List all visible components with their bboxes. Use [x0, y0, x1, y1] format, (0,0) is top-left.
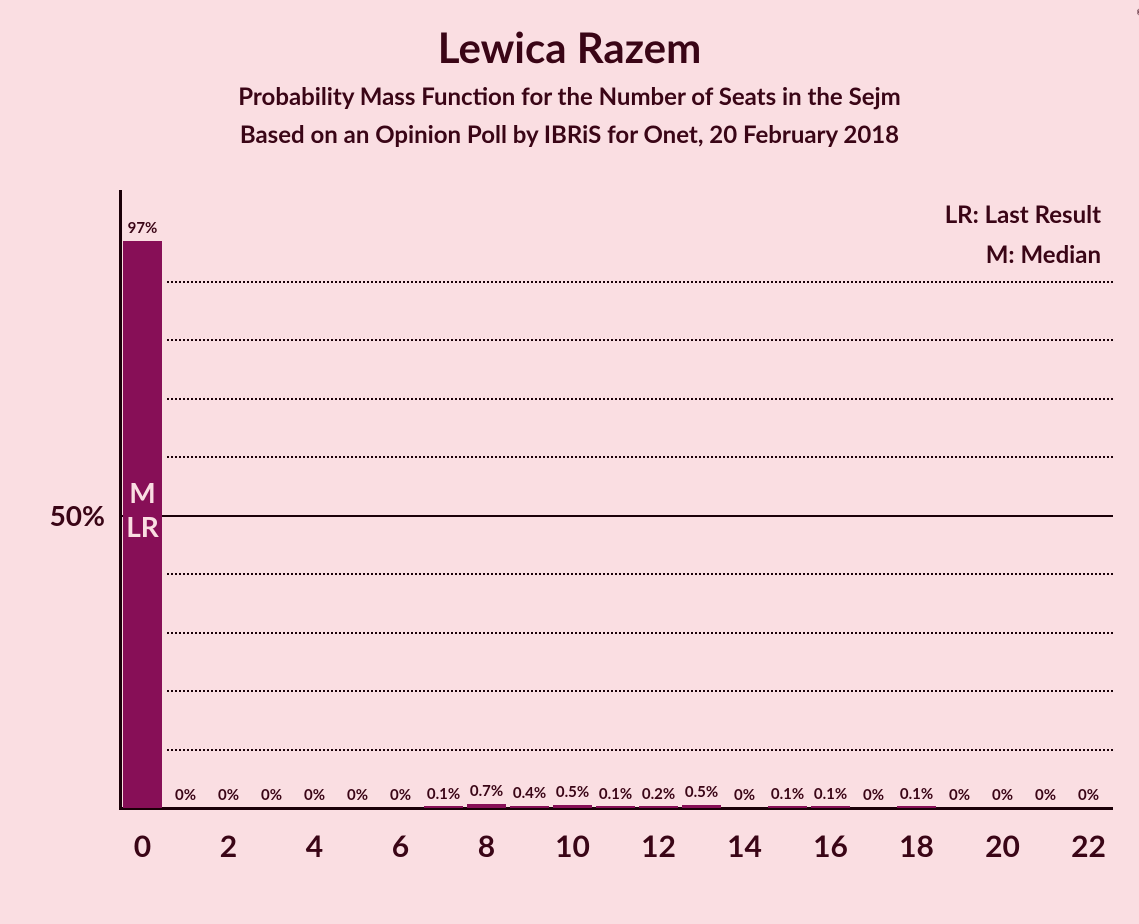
bar — [467, 804, 507, 808]
chart-subtitle-2: Based on an Opinion Poll by IBRiS for On… — [0, 120, 1139, 149]
bar-value-label: 0.1% — [427, 785, 460, 803]
bar — [811, 806, 851, 808]
x-axis-tick: 18 — [899, 810, 934, 864]
bar-value-label: 0% — [1035, 786, 1056, 804]
chart-plot-area: 50% LR: Last Result M: Median 97%0%0%0%0… — [119, 190, 1113, 810]
bar-value-label: 0% — [261, 786, 282, 804]
bar — [596, 806, 636, 808]
gridline-minor — [167, 456, 1113, 458]
gridline-minor — [167, 749, 1113, 751]
bar-value-label: 0.5% — [556, 783, 589, 801]
x-axis-tick: 14 — [727, 810, 762, 864]
chart-title: Lewica Razem — [0, 22, 1139, 72]
bar-value-label: 0% — [949, 786, 970, 804]
bar — [682, 805, 722, 808]
gridline-minor — [167, 281, 1113, 283]
bar-value-label: 0% — [992, 786, 1013, 804]
gridline-minor — [167, 339, 1113, 341]
x-axis-tick: 10 — [555, 810, 590, 864]
bar-value-label: 0% — [1078, 786, 1099, 804]
x-axis-tick: 8 — [478, 810, 495, 864]
x-axis-tick: 22 — [1071, 810, 1106, 864]
bar-value-label: 0.1% — [599, 785, 632, 803]
bar-value-label: 0.4% — [513, 784, 546, 802]
gridline-minor — [167, 690, 1113, 692]
last-result-marker: LR — [126, 509, 159, 543]
chart-subtitle-1: Probability Mass Function for the Number… — [0, 82, 1139, 111]
x-axis-tick: 20 — [985, 810, 1020, 864]
x-axis-tick: 4 — [306, 810, 323, 864]
gridline-minor — [167, 398, 1113, 400]
bar-value-label: 0% — [347, 786, 368, 804]
gridline-minor — [167, 573, 1113, 575]
bar-value-label: 0% — [390, 786, 411, 804]
gridline-minor — [167, 632, 1113, 634]
bar-value-label: 0.7% — [470, 782, 503, 800]
x-axis-tick: 0 — [134, 810, 151, 864]
y-axis-label-50: 50% — [50, 498, 119, 532]
bar-value-label: 0% — [304, 786, 325, 804]
bar — [639, 806, 679, 808]
bar — [897, 806, 937, 808]
legend-lr: LR: Last Result — [945, 200, 1101, 229]
bar-value-label: 0% — [734, 786, 755, 804]
bar — [553, 805, 593, 808]
bar-value-label: 0.1% — [814, 785, 847, 803]
gridline-major — [121, 515, 1113, 517]
x-axis-tick: 12 — [641, 810, 676, 864]
bar-value-label: 0% — [863, 786, 884, 804]
bar-value-label: 0% — [175, 786, 196, 804]
bar-value-label: 0% — [218, 786, 239, 804]
bar-value-label: 0.1% — [900, 785, 933, 803]
bar-value-label: 0.1% — [771, 785, 804, 803]
bar-value-label: 0.2% — [642, 785, 675, 803]
bar — [510, 806, 550, 808]
median-marker: M — [129, 475, 155, 509]
legend-m: M: Median — [986, 240, 1101, 269]
bar — [768, 806, 808, 808]
x-axis-tick: 16 — [813, 810, 848, 864]
x-axis-tick: 6 — [392, 810, 409, 864]
bar-value-label: 0.5% — [685, 783, 718, 801]
bar — [424, 806, 464, 808]
x-axis-tick: 2 — [220, 810, 237, 864]
bar-value-label: 97% — [128, 219, 158, 237]
credit-text: © 2019 Filip van Laenen — [1135, 6, 1139, 18]
